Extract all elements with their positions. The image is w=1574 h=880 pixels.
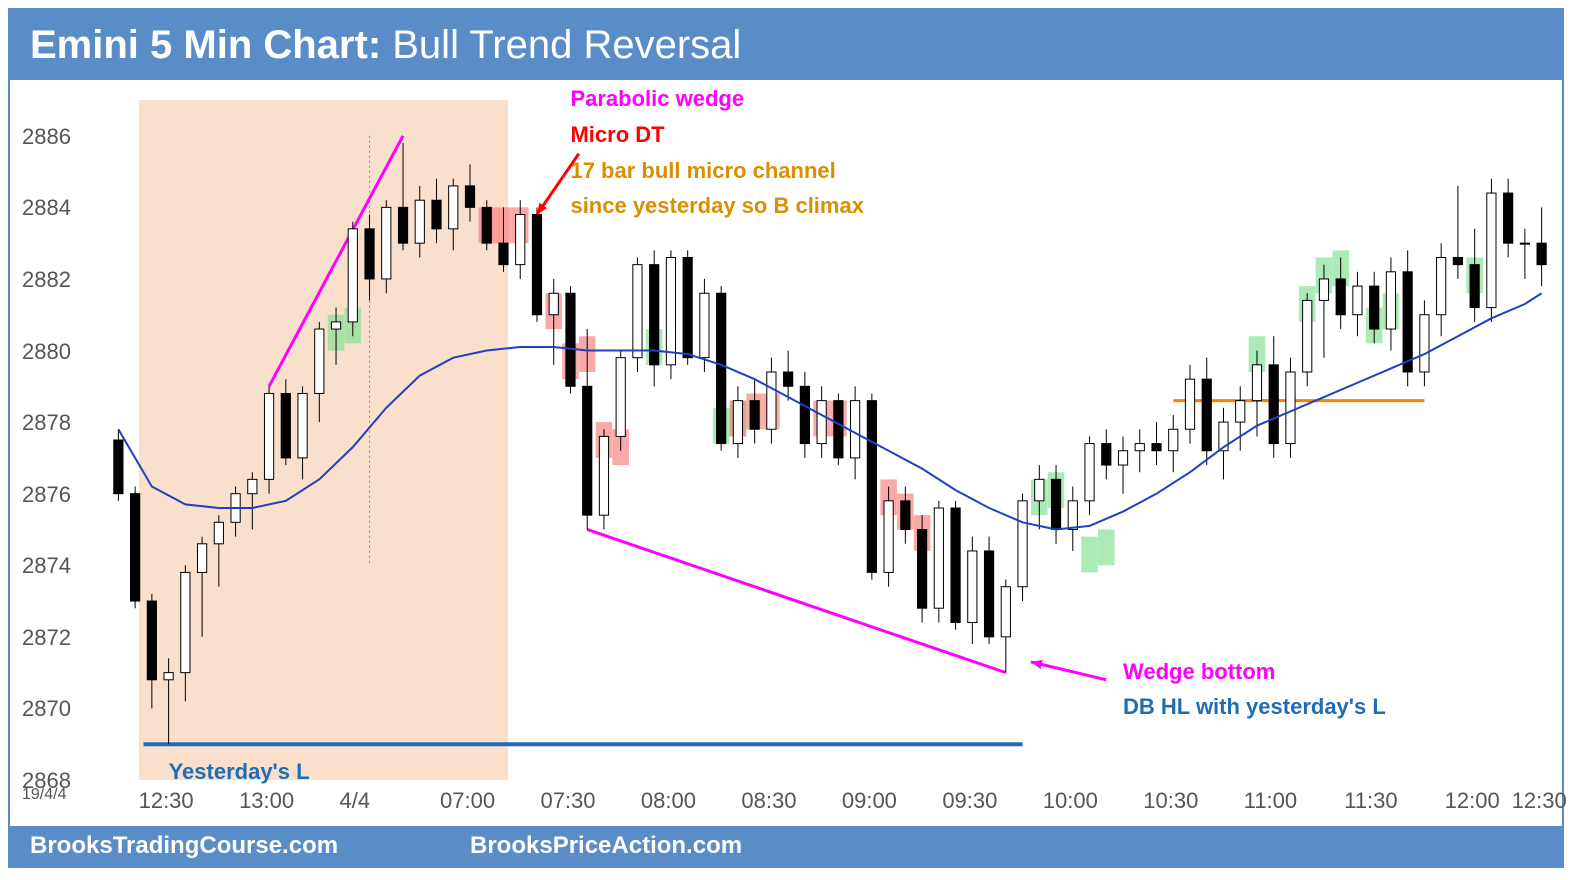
footer-bar: BrooksTradingCourse.com BrooksPriceActio… [10,826,1562,866]
chart-annotation: 17 bar bull micro channel [570,158,835,184]
chart-annotation: Parabolic wedge [570,86,744,112]
y-axis-tick-label: 2886 [22,124,71,150]
y-axis-tick-label: 2878 [22,410,71,436]
title-bar: Emini 5 Min Chart: Bull Trend Reversal [10,10,1562,80]
x-axis-tick-label: 11:30 [1344,788,1397,814]
x-axis-tick-label: 08:30 [741,788,796,814]
y-axis-tick-label: 2874 [22,553,71,579]
chart-frame: Emini 5 Min Chart: Bull Trend Reversal 2… [8,8,1564,868]
x-axis-tick-label: 07:00 [440,788,495,814]
chart-annotation: since yesterday so B climax [570,193,864,219]
x-axis-tick-label: 12:30 [1512,788,1567,814]
y-axis-tick-label: 2884 [22,195,71,221]
x-axis-tick-label: 13:00 [239,788,294,814]
x-axis-origin-date: 19/4/4 [22,786,66,804]
x-axis-tick-label: 4/4 [340,788,371,814]
y-axis-tick-label: 2872 [22,625,71,651]
y-axis-tick-label: 2880 [22,339,71,365]
x-axis-tick-label: 09:00 [842,788,897,814]
x-axis-tick-label: 12:00 [1445,788,1500,814]
x-axis-tick-label: 10:30 [1143,788,1198,814]
x-axis-tick-label: 10:00 [1043,788,1098,814]
x-axis-tick-label: 12:30 [139,788,194,814]
chart-annotation: Micro DT [570,122,664,148]
chart-annotation: DB HL with yesterday's L [1123,694,1386,720]
chart-annotation: Yesterday's L [169,759,310,785]
chart-annotation: Wedge bottom [1123,659,1275,685]
y-axis-tick-label: 2876 [22,482,71,508]
x-axis-tick-label: 08:00 [641,788,696,814]
x-axis-tick-label: 07:30 [540,788,595,814]
y-axis-tick-label: 2870 [22,696,71,722]
title-subtitle: Bull Trend Reversal [381,23,741,67]
footer-link-course: BrooksTradingCourse.com [30,826,338,866]
title-bold: Emini 5 Min Chart: [30,23,381,67]
footer-link-price: BrooksPriceAction.com [470,826,742,866]
x-axis-tick-label: 11:00 [1244,788,1297,814]
x-axis-tick-label: 09:30 [942,788,997,814]
y-axis-tick-label: 2882 [22,267,71,293]
chart-area: 2868287028722874287628782880288228842886… [10,80,1562,826]
